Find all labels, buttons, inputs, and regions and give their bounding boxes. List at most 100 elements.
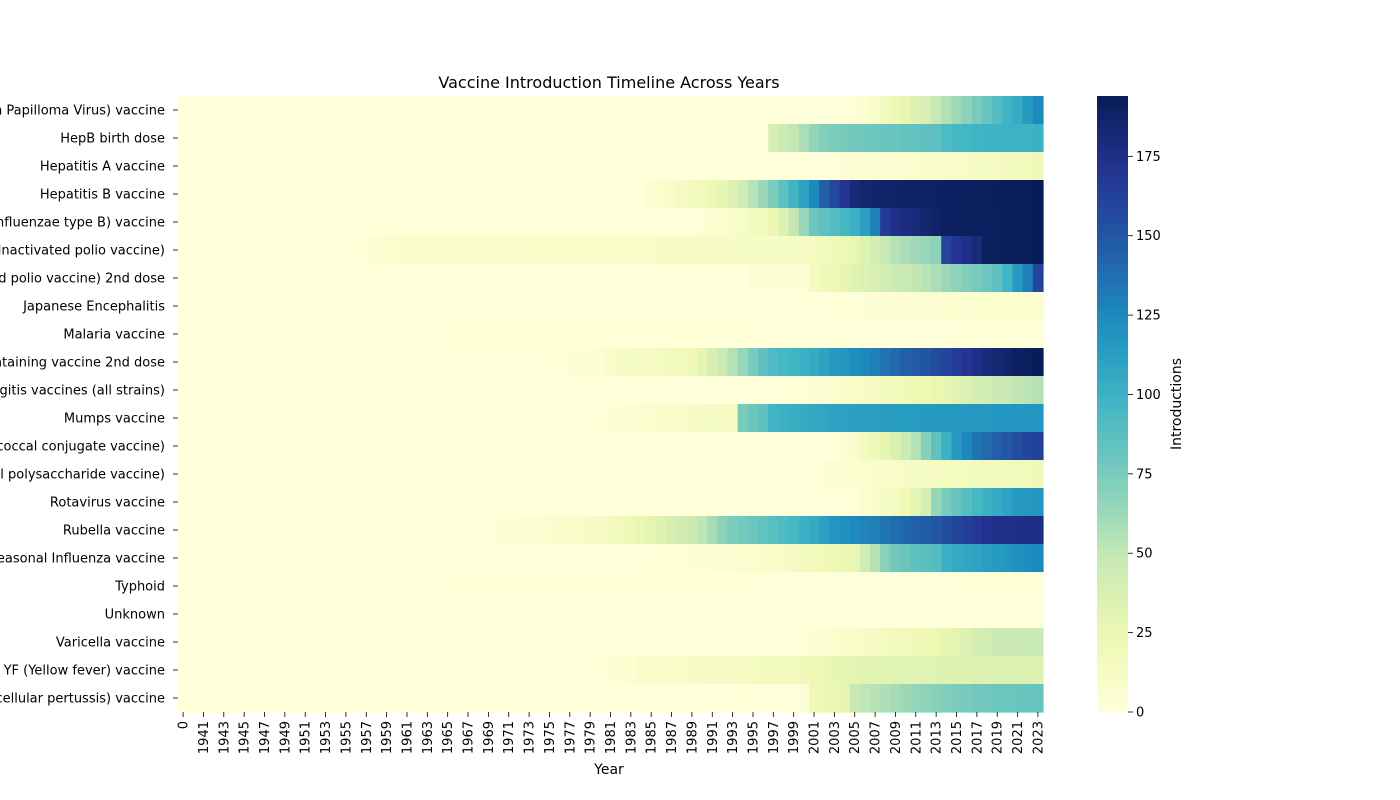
heatmap-cell <box>890 572 902 601</box>
heatmap-cell <box>920 488 932 517</box>
heatmap-cell <box>432 628 444 657</box>
heatmap-cell <box>961 544 973 573</box>
heatmap-cell <box>595 572 607 601</box>
heatmap-cell <box>513 516 525 545</box>
heatmap-cell <box>605 320 617 349</box>
heatmap-cell <box>870 600 881 629</box>
heatmap-cell <box>941 264 953 293</box>
heatmap-cell <box>412 572 423 601</box>
heatmap-cell <box>625 516 637 545</box>
heatmap-cell <box>859 208 871 237</box>
heatmap-cell <box>625 432 637 461</box>
heatmap-cell <box>747 180 759 209</box>
heatmap-cell <box>931 320 942 349</box>
heatmap-cell <box>941 96 953 125</box>
heatmap-cell <box>544 236 556 265</box>
y-tick-label: PCV (Pneumococcal conjugate vaccine) <box>0 440 165 455</box>
heatmap-cell <box>931 656 942 685</box>
heatmap-cell <box>717 180 729 209</box>
heatmap-cell <box>859 152 871 181</box>
heatmap-cell <box>534 684 545 713</box>
heatmap-cell <box>432 684 444 713</box>
heatmap-cell <box>340 600 352 629</box>
heatmap-cell <box>717 600 729 629</box>
heatmap-cell <box>971 460 983 489</box>
heatmap-cell <box>941 348 953 377</box>
heatmap-cell <box>534 264 545 293</box>
heatmap-cell <box>717 208 729 237</box>
heatmap-cell <box>340 656 352 685</box>
heatmap-cell <box>391 684 403 713</box>
heatmap-cell <box>249 404 261 433</box>
heatmap-cell <box>259 684 271 713</box>
heatmap-cell <box>320 460 332 489</box>
heatmap-cell <box>239 152 250 181</box>
heatmap-cell <box>208 404 220 433</box>
heatmap-cell <box>554 208 566 237</box>
heatmap-cell <box>452 460 464 489</box>
heatmap-cell <box>646 376 657 405</box>
heatmap-cell <box>422 488 434 517</box>
heatmap-cell <box>574 404 586 433</box>
heatmap-cell <box>208 656 220 685</box>
heatmap-cell <box>880 320 891 349</box>
heatmap-cell <box>564 292 576 321</box>
heatmap-cell <box>625 572 637 601</box>
heatmap-cell <box>432 320 444 349</box>
heatmap-cell <box>747 460 759 489</box>
heatmap-cell <box>900 180 912 209</box>
heatmap-cell <box>992 432 1003 461</box>
heatmap-cell <box>778 292 790 321</box>
heatmap-cell <box>595 544 607 573</box>
heatmap-cell <box>697 152 708 181</box>
heatmap-cell <box>910 208 922 237</box>
heatmap-cell <box>432 432 444 461</box>
heatmap-cell <box>228 684 240 713</box>
heatmap-cell <box>259 572 271 601</box>
heatmap-cell <box>595 404 607 433</box>
heatmap-cell <box>819 460 830 489</box>
heatmap-cell <box>574 180 586 209</box>
heatmap-cell <box>391 152 403 181</box>
heatmap-cell <box>269 656 281 685</box>
heatmap-cell <box>981 572 993 601</box>
heatmap-cell <box>961 656 973 685</box>
heatmap-cell <box>188 152 199 181</box>
heatmap-cell <box>279 544 291 573</box>
heatmap-cell <box>585 544 596 573</box>
heatmap-cell <box>880 460 891 489</box>
heatmap-cell <box>981 404 993 433</box>
heatmap-cell <box>391 488 403 517</box>
heatmap-cell <box>697 460 708 489</box>
heatmap-cell <box>239 292 250 321</box>
heatmap-cell <box>808 572 820 601</box>
heatmap-cell <box>900 152 912 181</box>
heatmap-cell <box>697 516 708 545</box>
heatmap-cell <box>178 460 189 489</box>
heatmap-cell <box>513 208 525 237</box>
heatmap-cell <box>178 600 189 629</box>
heatmap-cell <box>697 376 708 405</box>
heatmap-cell <box>951 404 963 433</box>
heatmap-cell <box>971 600 983 629</box>
heatmap-cell <box>462 348 474 377</box>
heatmap-cell <box>585 404 596 433</box>
heatmap-cell <box>310 404 322 433</box>
heatmap-cell <box>666 376 678 405</box>
heatmap-cell <box>473 684 484 713</box>
heatmap-cell <box>635 124 647 153</box>
heatmap-cell <box>340 432 352 461</box>
heatmap-cell <box>849 656 861 685</box>
heatmap-cell <box>778 684 790 713</box>
heatmap-cell <box>371 264 383 293</box>
heatmap-cell <box>269 264 281 293</box>
heatmap-cell <box>849 152 861 181</box>
heatmap-cell <box>880 544 891 573</box>
heatmap-cell <box>697 432 708 461</box>
x-axis-label: Year <box>593 762 624 778</box>
heatmap-cell <box>544 264 556 293</box>
heatmap-cell <box>422 96 434 125</box>
heatmap-cell <box>564 404 576 433</box>
heatmap-cell <box>839 516 851 545</box>
heatmap-cell <box>1022 152 1034 181</box>
